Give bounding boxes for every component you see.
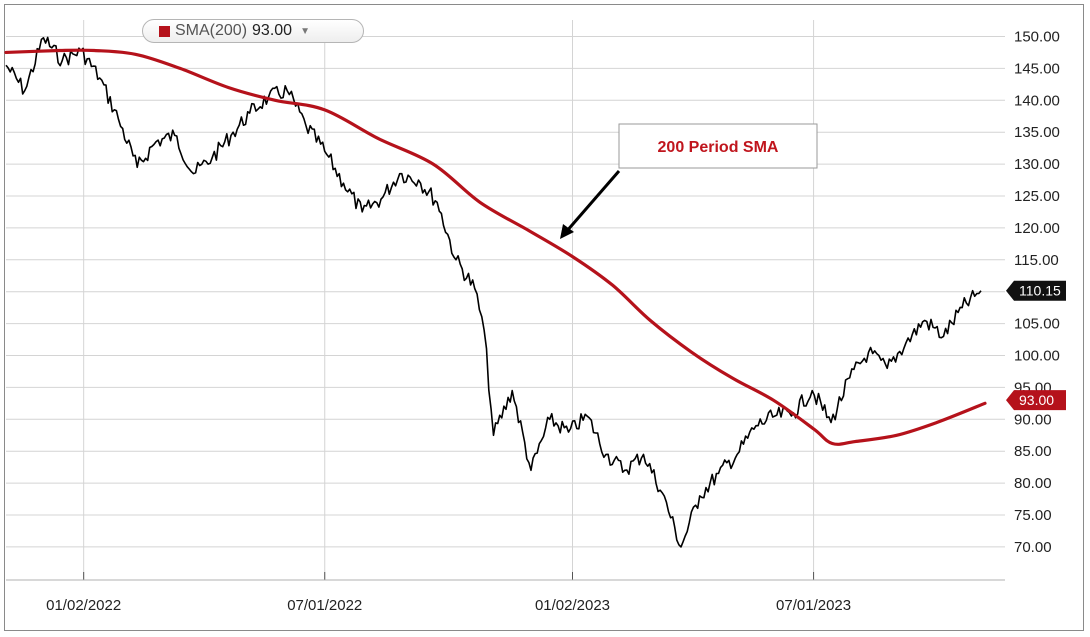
y-tick-label: 130.00 (1014, 156, 1060, 173)
price-series-line (5, 36, 982, 548)
sma-legend-value: 93.00 (252, 22, 293, 39)
annotation-text: 200 Period SMA (658, 139, 779, 156)
x-axis: 01/02/2022 07/01/2022 01/02/2023 07/01/2023 (6, 572, 1005, 614)
y-tick-label: 150.00 (1014, 29, 1060, 46)
annotation-box (618, 123, 818, 169)
annotation-arrow-head (560, 224, 574, 239)
chart-frame (4, 4, 1084, 631)
annotation-arrow-shaft (564, 170, 621, 233)
sma-200-line (4, 48, 987, 446)
y-tick-label: 135.00 (1014, 124, 1060, 141)
series-layer (4, 36, 987, 548)
chevron-down-icon[interactable]: ▼ (300, 25, 310, 37)
price-tags: 110.15 93.00 (1006, 280, 1066, 411)
sma-value-tag-label: 93.00 (1019, 392, 1054, 408)
y-tick-label: 115.00 (1014, 252, 1059, 269)
y-tick-label: 145.00 (1014, 60, 1060, 77)
x-tick-label: 07/01/2023 (776, 597, 851, 614)
x-tick-label: 01/02/2022 (46, 597, 121, 614)
annotation: 200 Period SMA (560, 123, 818, 239)
sma-legend-dropdown[interactable]: SMA(200) 93.00 ▼ (142, 19, 364, 43)
x-tick-label: 01/02/2023 (535, 597, 610, 614)
y-tick-label: 105.00 (1014, 316, 1060, 333)
sma-legend-label: SMA(200) (175, 22, 248, 39)
y-tick-label: 140.00 (1014, 92, 1060, 109)
y-tick-label: 90.00 (1014, 411, 1052, 428)
sma-color-swatch (159, 25, 170, 37)
y-tick-label: 80.00 (1014, 475, 1052, 492)
last-price-tag-label: 110.15 (1019, 283, 1061, 299)
y-tick-label: 120.00 (1014, 220, 1060, 237)
y-tick-label: 125.00 (1014, 188, 1060, 205)
x-tick-label: 07/01/2022 (287, 597, 362, 614)
last-price-tag-shape (1006, 280, 1066, 301)
y-tick-label: 100.00 (1014, 348, 1060, 365)
grid-lines (6, 20, 1005, 580)
y-tick-label: 70.00 (1014, 539, 1052, 556)
y-tick-label: 75.00 (1014, 507, 1052, 524)
sma-value-tag-shape (1006, 390, 1066, 411)
y-tick-label: 85.00 (1014, 443, 1052, 460)
